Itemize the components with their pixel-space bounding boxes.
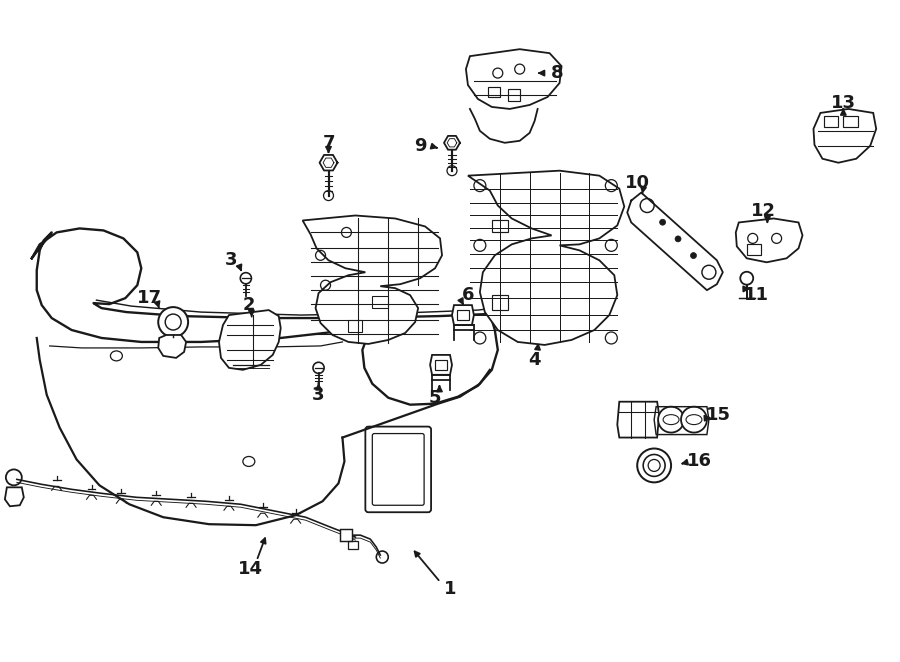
Polygon shape: [32, 228, 581, 404]
Text: 3: 3: [225, 252, 238, 269]
Text: 13: 13: [831, 94, 856, 112]
Polygon shape: [452, 305, 474, 325]
Text: 1: 1: [444, 580, 456, 598]
Polygon shape: [736, 218, 803, 262]
Circle shape: [447, 166, 457, 175]
Text: 17: 17: [137, 289, 162, 307]
Text: 2: 2: [243, 296, 255, 314]
Text: 16: 16: [687, 452, 712, 471]
Circle shape: [644, 455, 665, 477]
Polygon shape: [158, 335, 186, 358]
Polygon shape: [430, 355, 452, 375]
Polygon shape: [444, 136, 460, 150]
Text: 8: 8: [551, 64, 564, 82]
Text: 4: 4: [528, 351, 541, 369]
Text: 6: 6: [462, 286, 474, 304]
Circle shape: [658, 406, 684, 432]
Circle shape: [690, 253, 697, 259]
Polygon shape: [466, 49, 562, 109]
Polygon shape: [219, 310, 281, 370]
Circle shape: [313, 362, 324, 373]
Text: 7: 7: [322, 134, 335, 152]
Circle shape: [675, 236, 681, 242]
Circle shape: [637, 448, 671, 483]
Text: 3: 3: [312, 386, 325, 404]
Circle shape: [240, 273, 251, 284]
Text: 15: 15: [706, 406, 732, 424]
Polygon shape: [627, 193, 723, 290]
Polygon shape: [340, 529, 353, 541]
Polygon shape: [468, 171, 625, 345]
Text: 9: 9: [414, 137, 427, 155]
Polygon shape: [320, 155, 338, 171]
Polygon shape: [814, 109, 877, 163]
Polygon shape: [302, 216, 442, 344]
Circle shape: [681, 406, 706, 432]
Text: 5: 5: [428, 389, 441, 406]
Text: 11: 11: [744, 286, 770, 304]
Circle shape: [158, 307, 188, 337]
Text: 14: 14: [238, 560, 264, 578]
Circle shape: [741, 271, 753, 285]
Text: 10: 10: [625, 173, 650, 191]
Circle shape: [660, 219, 666, 225]
Polygon shape: [617, 402, 659, 438]
Circle shape: [323, 191, 334, 201]
Text: 12: 12: [752, 201, 776, 220]
